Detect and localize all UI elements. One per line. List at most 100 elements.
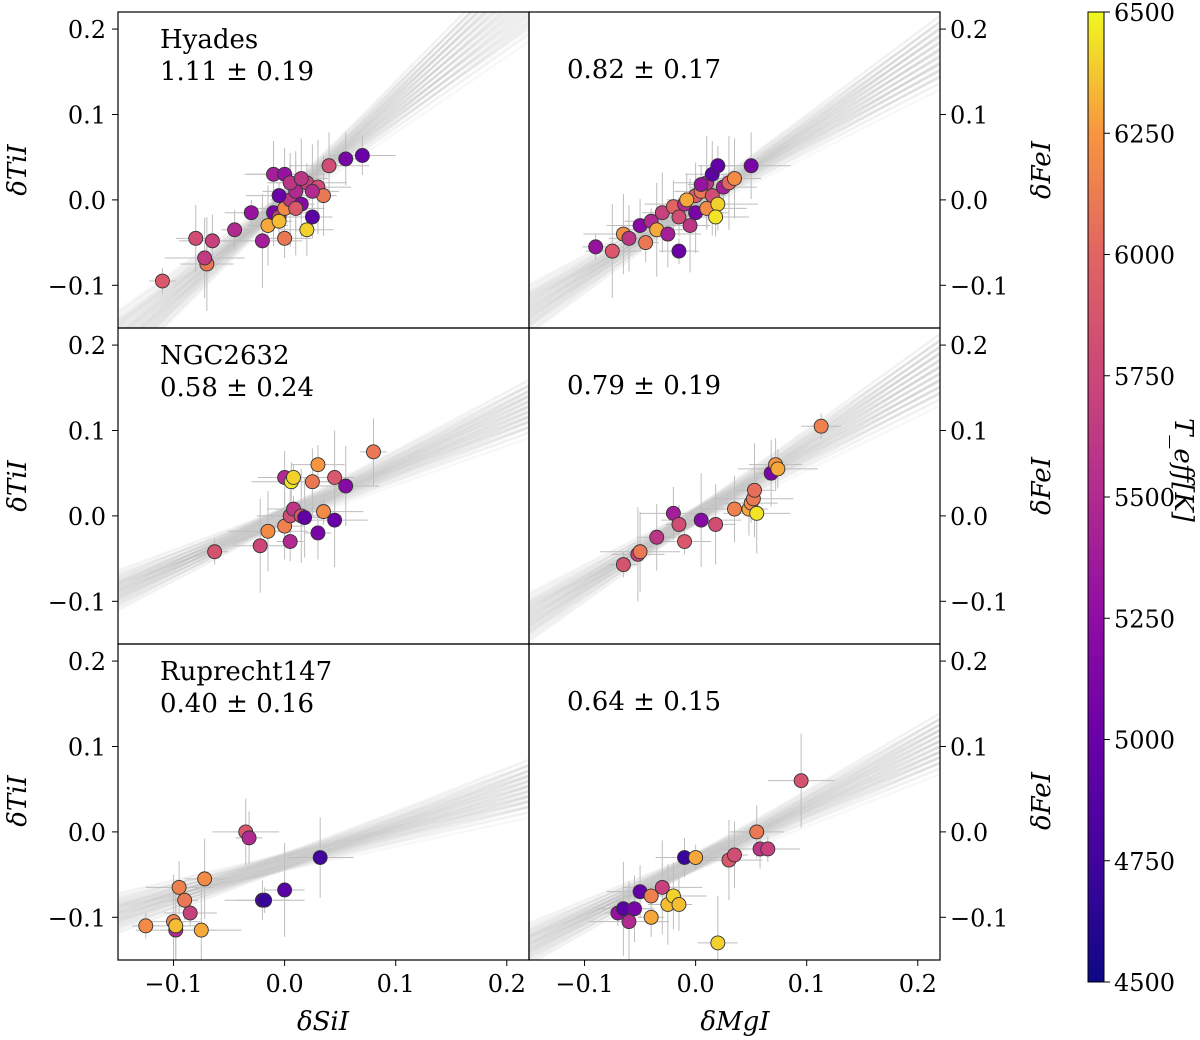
data-point bbox=[304, 183, 320, 199]
data-point bbox=[727, 501, 742, 517]
data-points bbox=[600, 413, 842, 602]
data-points bbox=[582, 132, 792, 299]
data-point bbox=[671, 516, 687, 532]
y-tick-label: 0.1 bbox=[68, 733, 106, 761]
data-point bbox=[168, 918, 184, 934]
fit-line bbox=[118, 405, 529, 592]
data-point bbox=[693, 512, 709, 528]
fit-line bbox=[118, 399, 529, 585]
data-point bbox=[693, 177, 709, 192]
y-tick-label: −0.1 bbox=[950, 272, 1008, 300]
fit-line bbox=[118, 389, 529, 595]
y-tick-label: 0.0 bbox=[950, 819, 988, 847]
fit-line bbox=[118, 389, 529, 600]
data-point bbox=[304, 474, 320, 490]
data-point bbox=[182, 905, 198, 921]
fit-line bbox=[118, 789, 529, 910]
x-tick-label: 0.1 bbox=[377, 970, 415, 998]
data-point bbox=[621, 230, 637, 246]
data-point bbox=[177, 892, 193, 908]
x-label-si: δSiI bbox=[297, 1007, 350, 1037]
data-point bbox=[321, 158, 337, 174]
data-point bbox=[747, 482, 762, 498]
fit-line bbox=[118, 404, 529, 584]
data-point bbox=[654, 879, 670, 895]
colorbar: 4500 4750 5000 5250 5500 5750 6000 6250 6500 T_e… bbox=[1087, 0, 1198, 997]
data-point bbox=[304, 209, 320, 225]
fit-line bbox=[118, 404, 529, 588]
fit-line bbox=[118, 779, 529, 912]
fit-line bbox=[118, 399, 529, 589]
panel-hyades-mg-fe: −0.1 0.0 0.1 0.2 0.82 ± 0.17 bbox=[528, 11, 1008, 329]
data-point bbox=[282, 534, 298, 549]
data-point bbox=[710, 196, 726, 212]
data-point bbox=[710, 935, 726, 951]
data-point bbox=[310, 525, 326, 541]
data-point bbox=[188, 230, 204, 246]
fit-line bbox=[118, 384, 529, 605]
panel-ruprecht147-mg-fe: −0.1 0.0 0.1 0.2 −0.1 0.0 0.1 0.2 0.64 ± 0.15 bbox=[528, 643, 1008, 998]
data-point bbox=[727, 847, 742, 863]
data-point bbox=[627, 901, 642, 917]
y-tick-label: 0.2 bbox=[950, 648, 988, 676]
data-point bbox=[682, 218, 698, 233]
fit-line bbox=[118, 390, 529, 604]
fit-line bbox=[118, 769, 529, 918]
data-point bbox=[813, 418, 829, 434]
fit-line bbox=[147, 12, 467, 328]
data-point bbox=[310, 457, 326, 473]
y-tick-label: −0.1 bbox=[48, 904, 106, 932]
data-point bbox=[299, 222, 315, 238]
data-point bbox=[749, 824, 765, 840]
x-tick-label: 0.0 bbox=[677, 970, 715, 998]
data-point bbox=[649, 529, 665, 545]
y-tick-label: −0.1 bbox=[48, 272, 106, 300]
data-point bbox=[288, 200, 304, 216]
data-points bbox=[149, 132, 396, 311]
data-point bbox=[197, 871, 213, 887]
fit-line bbox=[118, 799, 529, 895]
fit-line bbox=[118, 394, 529, 590]
fit-line bbox=[118, 384, 529, 597]
fit-line bbox=[139, 12, 475, 328]
fit-line bbox=[118, 779, 529, 908]
cluster-name: Ruprecht147 bbox=[160, 657, 332, 687]
x-tick-label: −0.1 bbox=[555, 970, 613, 998]
data-point bbox=[271, 188, 287, 204]
data-point bbox=[338, 151, 354, 167]
fit-line bbox=[118, 768, 529, 914]
data-point bbox=[708, 516, 724, 532]
y-tick-label: 0.0 bbox=[950, 187, 988, 215]
y-tick-label: 0.2 bbox=[950, 332, 988, 360]
fit-line bbox=[118, 399, 529, 593]
data-point bbox=[632, 544, 648, 560]
colorbar-tick-label: 4500 bbox=[1114, 969, 1175, 997]
slope-label: 0.79 ± 0.19 bbox=[567, 371, 721, 401]
data-point bbox=[660, 226, 676, 242]
fit-line bbox=[118, 789, 529, 905]
colorbar-label: T_eff[K] bbox=[1168, 418, 1198, 523]
cluster-name: Hyades bbox=[160, 25, 258, 55]
data-point bbox=[243, 205, 259, 221]
fit-line bbox=[118, 774, 529, 913]
y-tick-label: 0.0 bbox=[950, 503, 988, 531]
data-point bbox=[138, 918, 154, 934]
data-point bbox=[260, 523, 276, 539]
data-point bbox=[327, 512, 343, 528]
y-tick-label: 0.1 bbox=[950, 101, 988, 129]
fit-line bbox=[118, 415, 529, 581]
colorbar-tick-label: 6250 bbox=[1114, 120, 1175, 148]
colorbar-tick-label: 6000 bbox=[1114, 242, 1175, 270]
y-label-ti-row1: δTiI bbox=[3, 143, 33, 195]
fit-line bbox=[118, 409, 529, 582]
fit-line bbox=[118, 774, 529, 917]
fit-line bbox=[118, 419, 529, 572]
y-tick-label: −0.1 bbox=[950, 588, 1008, 616]
y-tick-label: 0.1 bbox=[68, 101, 106, 129]
data-point bbox=[207, 544, 223, 560]
fit-line bbox=[118, 784, 529, 907]
data-point bbox=[638, 235, 654, 251]
fit-band bbox=[118, 758, 529, 935]
y-tick-label: 0.0 bbox=[68, 503, 106, 531]
